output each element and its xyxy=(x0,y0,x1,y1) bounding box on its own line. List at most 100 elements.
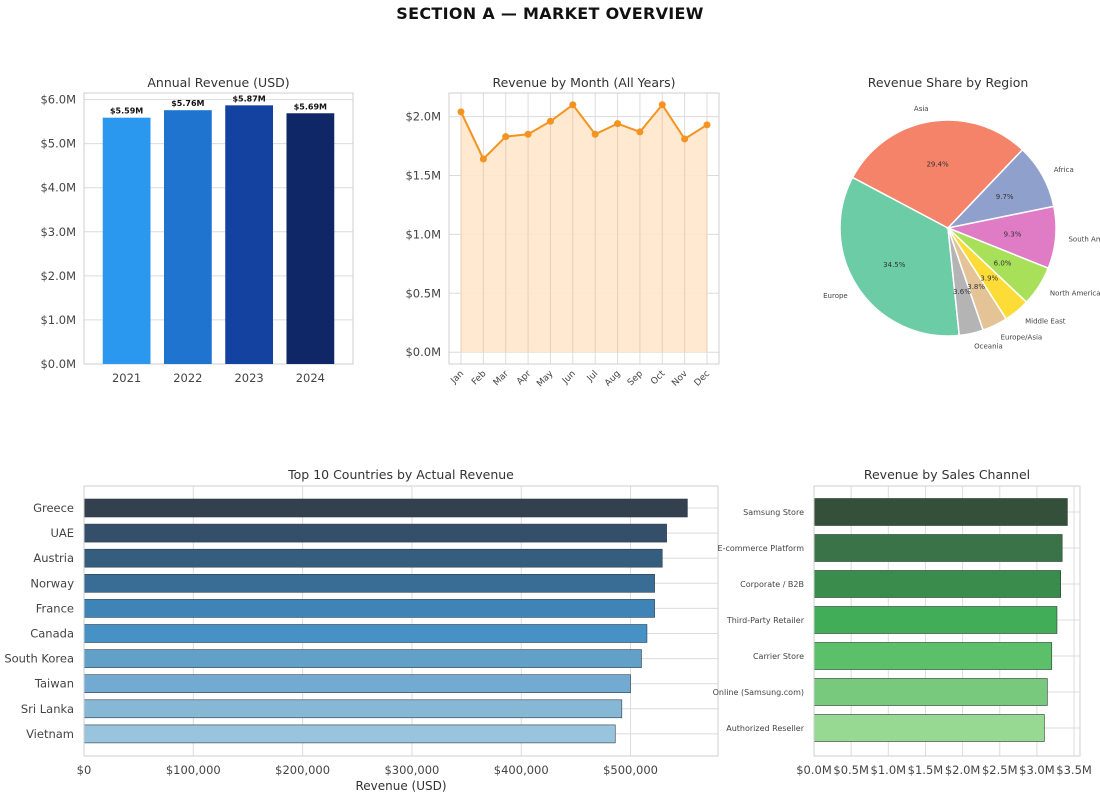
x-tick-label: $300,000 xyxy=(384,763,439,777)
y-tick-label: France xyxy=(36,601,74,615)
data-label: $5.76M xyxy=(171,99,204,108)
y-tick-label: Third-Party Retailer xyxy=(726,616,805,625)
data-point xyxy=(681,135,689,143)
x-tick-label: $2.0M xyxy=(945,763,981,777)
data-point xyxy=(457,108,465,116)
plot-frame xyxy=(813,485,1081,757)
x-tick-label: May xyxy=(535,369,556,390)
bar xyxy=(83,498,688,518)
page-title: SECTION A — MARKET OVERVIEW xyxy=(396,4,704,23)
annual-revenue-chart: $0.0M $1.0M $2.0M $3.0M $4.0M $5.0M $6.0M $5.59… xyxy=(40,75,354,385)
pct-label: 3.6% xyxy=(953,288,971,296)
y-tick-label: Austria xyxy=(33,551,74,565)
x-tick-label: Jan xyxy=(449,369,467,387)
x-tick-label: 2024 xyxy=(296,371,325,385)
y-tick-label: Taiwan xyxy=(34,677,74,691)
y-tick-label: $1.5M xyxy=(405,168,441,182)
x-tick-label: $200,000 xyxy=(275,763,330,777)
x-tick-label: Sep xyxy=(626,369,645,388)
y-tick-label: E-commerce Platform xyxy=(718,544,805,553)
data-point xyxy=(658,101,666,109)
chart-title: Top 10 Countries by Actual Revenue xyxy=(287,467,514,482)
plot-frame xyxy=(83,485,719,757)
x-tick-label: $0 xyxy=(77,763,92,777)
y-tick-label: $6.0M xyxy=(40,93,76,107)
bar xyxy=(813,714,1045,742)
x-tick-label: $3.0M xyxy=(1019,763,1055,777)
data-label: $5.59M xyxy=(110,107,143,116)
x-tick-label: $0.5M xyxy=(833,763,869,777)
slice-label: South America xyxy=(1068,235,1100,243)
x-tick-label: Nov xyxy=(670,369,690,389)
x-tick-label: $3.5M xyxy=(1056,763,1092,777)
bar xyxy=(83,523,667,543)
pct-label: 9.3% xyxy=(1004,230,1022,238)
x-tick-label: Feb xyxy=(470,369,489,388)
data-label: $5.69M xyxy=(294,102,327,111)
y-tick-label: $3.0M xyxy=(40,225,76,239)
y-tick-label: Norway xyxy=(30,576,74,590)
bar xyxy=(83,548,663,568)
y-tick-label: Sri Lanka xyxy=(21,702,74,716)
pct-label: 6.0% xyxy=(994,259,1012,267)
x-tick-label: 2021 xyxy=(112,371,141,385)
pct-label: 34.5% xyxy=(883,261,906,269)
data-point xyxy=(569,101,577,109)
slice-label: Europe xyxy=(823,292,848,300)
x-tick-label: $100,000 xyxy=(166,763,221,777)
bar xyxy=(83,573,655,593)
plot-frame xyxy=(448,92,720,365)
y-tick-label: $0.0M xyxy=(40,357,76,371)
data-point xyxy=(524,130,532,138)
y-tick-label: $1.0M xyxy=(405,227,441,241)
y-tick-label: Samsung Store xyxy=(743,508,804,517)
slice-label: North America xyxy=(1050,290,1100,298)
slice-label: Europe/Asia xyxy=(1001,333,1043,341)
area-fill xyxy=(461,104,707,353)
y-tick-label: $2.0M xyxy=(405,110,441,124)
bar xyxy=(813,642,1053,670)
x-tick-label: Jul xyxy=(585,369,600,384)
bar xyxy=(813,678,1048,706)
pct-label: 3.8% xyxy=(967,283,985,291)
x-tick-label: Aug xyxy=(603,369,623,389)
y-tick-label: Vietnam xyxy=(26,727,74,741)
x-tick-label: Apr xyxy=(515,369,533,387)
data-label: $5.87M xyxy=(232,94,265,103)
plot-frame xyxy=(83,92,354,365)
data-point xyxy=(703,121,711,129)
slice-label: Oceania xyxy=(974,343,1003,351)
x-tick-label: 2023 xyxy=(234,371,263,385)
series-line xyxy=(460,103,708,161)
y-tick-label: Authorized Reseller xyxy=(726,724,804,733)
region-share-chart: 34.5% Europe 29.4% Asia 9.7% Africa 9.3% South … xyxy=(823,75,1100,351)
x-tick-label: $0.0M xyxy=(796,763,832,777)
pct-label: 3.9% xyxy=(980,274,998,282)
x-tick-label: Jun xyxy=(560,369,578,387)
y-tick-label: South Korea xyxy=(4,652,74,666)
top-countries-chart: $0 $100,000 $200,000 $300,000 $400,000 $500,0… xyxy=(4,467,719,793)
chart-title: Annual Revenue (USD) xyxy=(147,75,289,90)
monthly-revenue-chart: $0.0M $0.5M $1.0M $1.5M $2.0M Jan Feb Mar Apr May… xyxy=(405,75,720,390)
y-tick-label: $0.5M xyxy=(405,286,441,300)
y-tick-label: Corporate / B2B xyxy=(740,580,804,589)
pct-label: 9.7% xyxy=(996,193,1014,201)
bar xyxy=(163,110,212,364)
y-tick-label: $1.0M xyxy=(40,313,76,327)
pie-slice xyxy=(839,176,961,337)
slice-label: Africa xyxy=(1054,166,1074,174)
y-tick-label: Canada xyxy=(30,627,74,641)
data-point xyxy=(591,130,599,138)
y-tick-label: Carrier Store xyxy=(753,652,804,661)
y-tick-label: $2.0M xyxy=(40,269,76,283)
data-point xyxy=(546,117,554,125)
bar xyxy=(813,570,1061,598)
bar xyxy=(83,599,655,618)
pct-label: 29.4% xyxy=(926,161,949,169)
x-tick-label: Mar xyxy=(492,369,511,388)
x-tick-label: Dec xyxy=(693,369,712,388)
y-tick-label: $5.0M xyxy=(40,137,76,151)
bar xyxy=(286,113,335,364)
bar xyxy=(83,674,631,694)
